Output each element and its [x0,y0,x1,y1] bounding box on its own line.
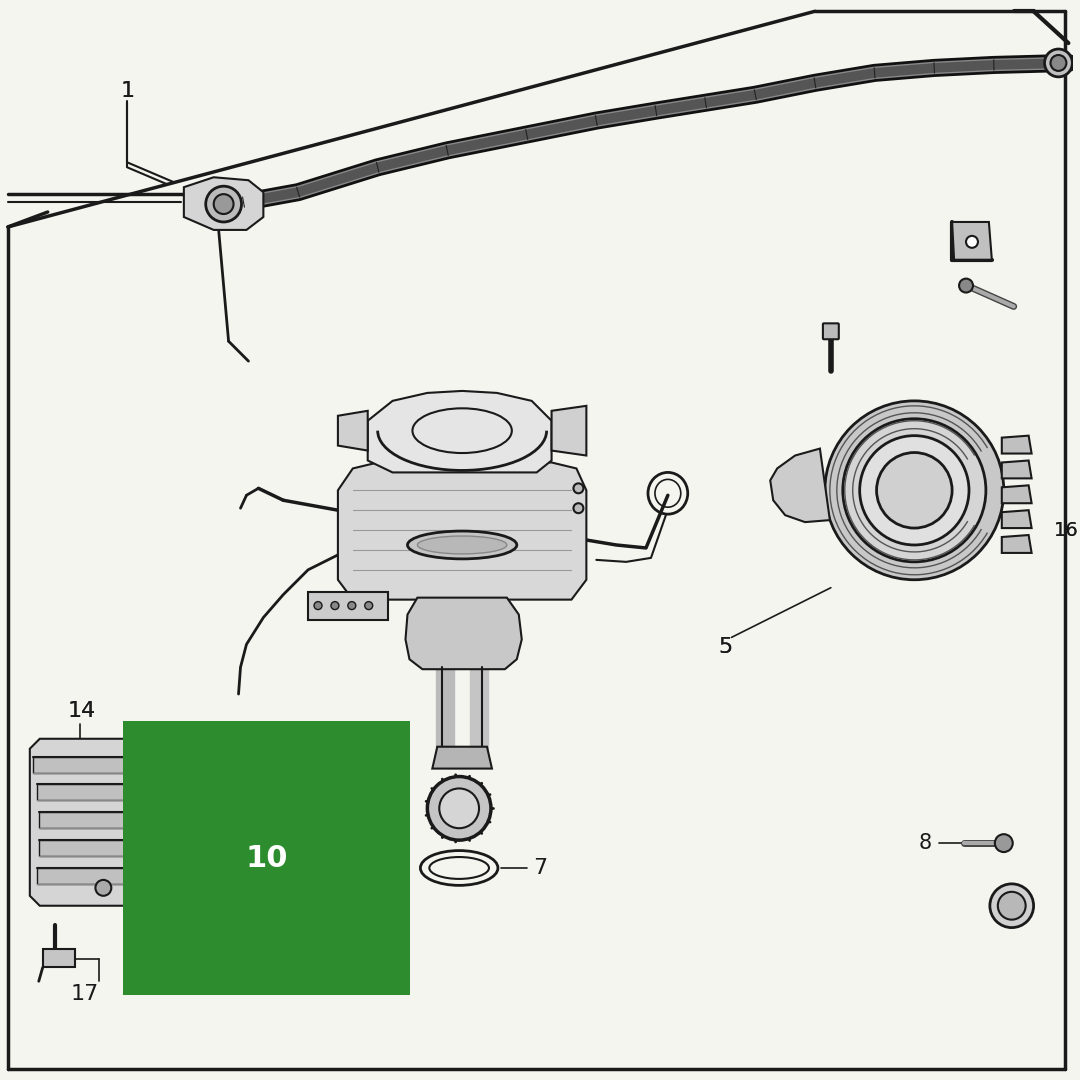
Circle shape [825,401,1003,580]
Polygon shape [338,410,367,450]
Circle shape [1051,55,1066,71]
Polygon shape [168,760,306,907]
Polygon shape [39,840,168,856]
Polygon shape [30,739,177,906]
Polygon shape [1002,510,1031,528]
Polygon shape [432,746,492,769]
Polygon shape [338,462,586,599]
Circle shape [998,892,1026,920]
Text: 7: 7 [532,858,546,878]
Polygon shape [1002,435,1031,454]
Circle shape [428,777,491,840]
Circle shape [95,880,111,895]
Circle shape [214,194,233,214]
Text: 5: 5 [718,637,732,658]
Polygon shape [33,757,173,772]
Circle shape [573,503,583,513]
FancyBboxPatch shape [823,323,839,339]
Circle shape [440,788,480,828]
Polygon shape [1002,460,1031,478]
Polygon shape [405,597,522,670]
Polygon shape [39,812,168,828]
Polygon shape [770,448,829,522]
Circle shape [348,602,355,609]
Text: 16: 16 [1053,521,1078,540]
Circle shape [365,602,373,609]
Text: 16: 16 [1053,521,1078,540]
Text: 8: 8 [919,833,932,853]
Circle shape [314,602,322,609]
Polygon shape [308,592,388,620]
Text: 10: 10 [245,843,287,873]
Circle shape [573,484,583,494]
Polygon shape [37,784,170,800]
Polygon shape [1002,485,1031,503]
Ellipse shape [407,531,517,558]
Circle shape [990,883,1034,928]
Circle shape [877,453,953,528]
Circle shape [1044,49,1072,77]
Circle shape [310,808,324,822]
Polygon shape [37,868,170,883]
Circle shape [995,834,1013,852]
Circle shape [205,186,242,222]
Polygon shape [306,795,328,835]
Polygon shape [552,406,586,456]
Polygon shape [43,949,75,968]
Circle shape [860,435,969,545]
Polygon shape [184,177,264,230]
Text: 14: 14 [67,701,96,721]
Circle shape [330,602,339,609]
Ellipse shape [417,536,507,554]
Text: 1: 1 [120,81,134,100]
Circle shape [959,279,973,293]
Text: 1: 1 [120,81,134,100]
Polygon shape [147,795,168,835]
Polygon shape [367,391,552,472]
Text: 5: 5 [718,637,732,658]
Circle shape [842,419,986,562]
Polygon shape [1002,535,1031,553]
Text: 17: 17 [70,984,98,1004]
Polygon shape [953,222,991,259]
FancyBboxPatch shape [176,738,299,761]
Text: 14: 14 [67,701,96,721]
Circle shape [151,808,165,822]
Circle shape [966,235,978,247]
